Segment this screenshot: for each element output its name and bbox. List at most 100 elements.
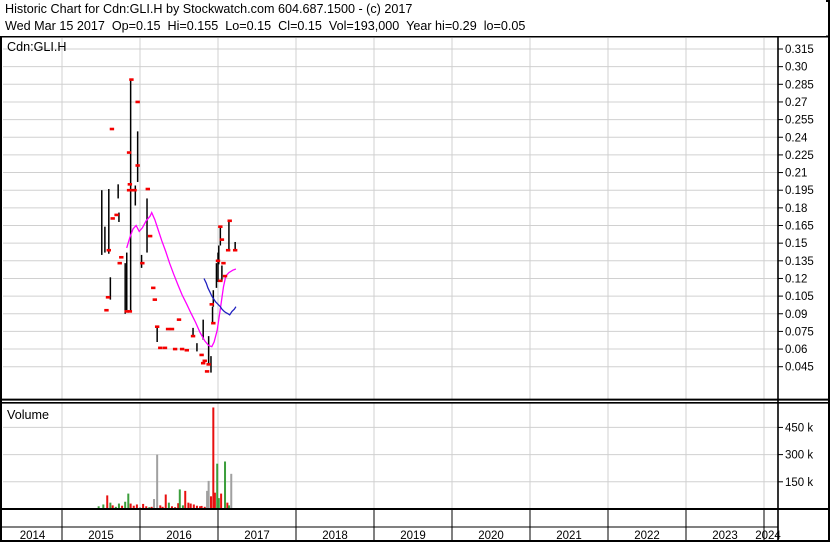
close-mark xyxy=(119,255,124,259)
volume-bar xyxy=(192,504,195,508)
volume-bar xyxy=(121,505,124,508)
volume-bar xyxy=(189,503,192,508)
volume-bar xyxy=(206,490,209,508)
volume-bar xyxy=(213,492,216,508)
volume-bar xyxy=(195,505,198,508)
close-mark xyxy=(215,259,221,263)
price-tick-label: 0.27 xyxy=(785,97,807,109)
close-mark xyxy=(114,213,119,217)
volume-bar xyxy=(177,503,180,508)
volume-bar xyxy=(129,503,132,508)
close-mark xyxy=(202,359,207,363)
volume-bar xyxy=(227,505,230,508)
volume-bar xyxy=(106,495,109,508)
year-label: 2021 xyxy=(556,530,582,542)
close-mark xyxy=(126,188,132,192)
close-mark xyxy=(232,248,238,252)
close-mark xyxy=(135,100,140,104)
year-label: 2018 xyxy=(322,530,348,542)
close-mark xyxy=(104,308,109,312)
year-label: 2020 xyxy=(478,530,504,542)
volume-tick-label: 150 k xyxy=(785,477,813,489)
close-mark xyxy=(124,310,129,313)
volume-bar xyxy=(139,507,141,508)
close-mark xyxy=(154,325,160,329)
volume-bar xyxy=(184,490,187,508)
volume-bar xyxy=(212,407,215,508)
close-mark xyxy=(130,188,135,192)
close-mark xyxy=(200,361,206,365)
close-mark xyxy=(117,261,122,265)
volume-panel-label: Volume xyxy=(7,408,49,422)
volume-bar xyxy=(111,505,114,508)
volume-bar xyxy=(156,454,159,508)
volume-bar xyxy=(109,502,112,508)
close-mark xyxy=(225,248,231,252)
volume-bar xyxy=(226,502,229,508)
volume-bar xyxy=(164,494,167,508)
close-mark xyxy=(206,363,211,366)
price-tick-label: 0.09 xyxy=(785,309,807,321)
price-tick-label: 0.315 xyxy=(785,44,814,56)
year-label: 2024 xyxy=(755,530,781,542)
year-label: 2015 xyxy=(88,530,114,542)
price-tick-label: 0.12 xyxy=(785,273,807,285)
close-mark xyxy=(152,298,158,301)
price-tick-label: 0.18 xyxy=(785,203,807,215)
close-mark xyxy=(127,183,133,186)
close-mark xyxy=(219,238,225,241)
close-mark xyxy=(209,303,214,306)
volume-bar xyxy=(161,506,164,508)
price-tick-label: 0.105 xyxy=(785,291,814,303)
price-tick-label: 0.21 xyxy=(785,168,807,180)
close-mark xyxy=(184,348,189,352)
close-mark xyxy=(176,318,182,321)
volume-bar xyxy=(102,504,105,508)
price-tick-label: 0.285 xyxy=(785,79,814,91)
close-mark xyxy=(172,347,178,351)
volume-bar xyxy=(117,503,120,508)
volume-bar xyxy=(159,505,162,508)
close-mark xyxy=(211,321,216,325)
year-label: 2014 xyxy=(20,530,46,542)
close-mark xyxy=(105,295,111,299)
close-mark xyxy=(227,219,232,223)
volume-bar xyxy=(148,507,151,508)
volume-bar xyxy=(220,493,223,508)
volume-bar xyxy=(181,505,184,508)
price-tick-label: 0.255 xyxy=(785,115,814,127)
volume-bar xyxy=(174,507,177,508)
close-mark xyxy=(151,286,156,290)
close-mark xyxy=(190,334,196,338)
volume-bar xyxy=(153,499,156,508)
close-mark xyxy=(218,279,223,283)
price-tick-label: 0.045 xyxy=(785,362,814,374)
volume-bar xyxy=(207,480,210,508)
price-tick-label: 0.075 xyxy=(785,326,814,338)
close-mark xyxy=(127,310,133,313)
close-mark xyxy=(221,261,226,265)
year-label: 2017 xyxy=(244,530,270,542)
volume-bar xyxy=(135,504,138,508)
volume-bar xyxy=(200,505,203,508)
close-mark xyxy=(140,261,145,265)
close-mark xyxy=(199,353,204,357)
volume-bar xyxy=(114,506,117,508)
price-tick-label: 0.165 xyxy=(785,221,814,233)
quote-summary-line: Wed Mar 15 2017 Op=0.15 Hi=0.155 Lo=0.15… xyxy=(5,19,526,33)
volume-bar xyxy=(178,489,181,508)
close-mark xyxy=(129,78,134,81)
close-mark xyxy=(109,127,115,131)
year-label: 2016 xyxy=(166,530,192,542)
close-mark xyxy=(126,151,132,154)
close-mark xyxy=(222,274,228,278)
short-ma-line xyxy=(203,278,237,316)
volume-bar xyxy=(187,502,190,508)
volume-bar xyxy=(216,463,219,508)
volume-bar xyxy=(127,493,130,508)
price-tick-label: 0.225 xyxy=(785,150,814,162)
close-mark xyxy=(204,370,210,373)
close-mark xyxy=(218,225,223,228)
volume-bar xyxy=(97,506,100,508)
